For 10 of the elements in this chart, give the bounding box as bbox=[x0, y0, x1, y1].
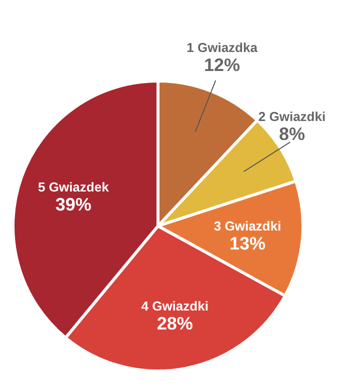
data-label: 28% bbox=[156, 313, 193, 334]
slice-label: 1 Gwiazdka bbox=[186, 40, 258, 56]
data-label: 12% bbox=[204, 55, 240, 76]
slice-label: 2 Gwiazdki bbox=[258, 108, 326, 124]
slice-label: 3 Gwiazdki bbox=[214, 218, 282, 234]
slice-label: 4 Gwiazdki bbox=[141, 298, 208, 314]
data-label: 8% bbox=[278, 124, 306, 144]
data-label: 13% bbox=[229, 233, 266, 254]
data-label: 39% bbox=[55, 194, 92, 215]
slice-label: 5 Gwiazdek bbox=[38, 180, 110, 195]
